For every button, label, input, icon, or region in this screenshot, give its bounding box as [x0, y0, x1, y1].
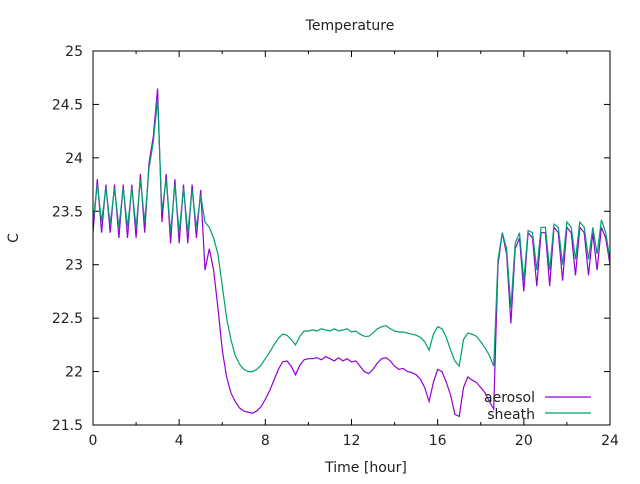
x-tick-label: 4	[175, 433, 184, 449]
series-line-sheath	[92, 99, 611, 373]
y-tick-label: 23	[65, 258, 83, 274]
y-tick-label: 24	[65, 151, 83, 167]
x-tick-label: 8	[261, 433, 270, 449]
legend-label-aerosol: aerosol	[484, 390, 535, 406]
x-tick-label: 12	[343, 433, 361, 449]
y-tick-label: 21.5	[52, 418, 83, 434]
x-tick-label: 16	[429, 433, 447, 449]
legend-label-sheath: sheath	[487, 407, 535, 423]
y-tick-label: 22	[65, 365, 83, 381]
y-tick-label: 22.5	[52, 311, 83, 327]
plot-border	[92, 50, 611, 426]
x-tick-label: 0	[89, 433, 98, 449]
y-tick-label: 24.5	[52, 97, 83, 113]
x-tick-label: 20	[515, 433, 533, 449]
x-axis-label: Time [hour]	[324, 460, 407, 476]
y-tick-label: 23.5	[52, 204, 83, 220]
y-tick-label: 25	[65, 44, 83, 60]
legend: aerosol sheath	[484, 390, 591, 423]
chart-title: Temperature	[305, 18, 395, 34]
series-line-aerosol	[92, 88, 611, 418]
x-tick-label: 24	[601, 433, 619, 449]
y-axis-label: C	[6, 233, 22, 243]
